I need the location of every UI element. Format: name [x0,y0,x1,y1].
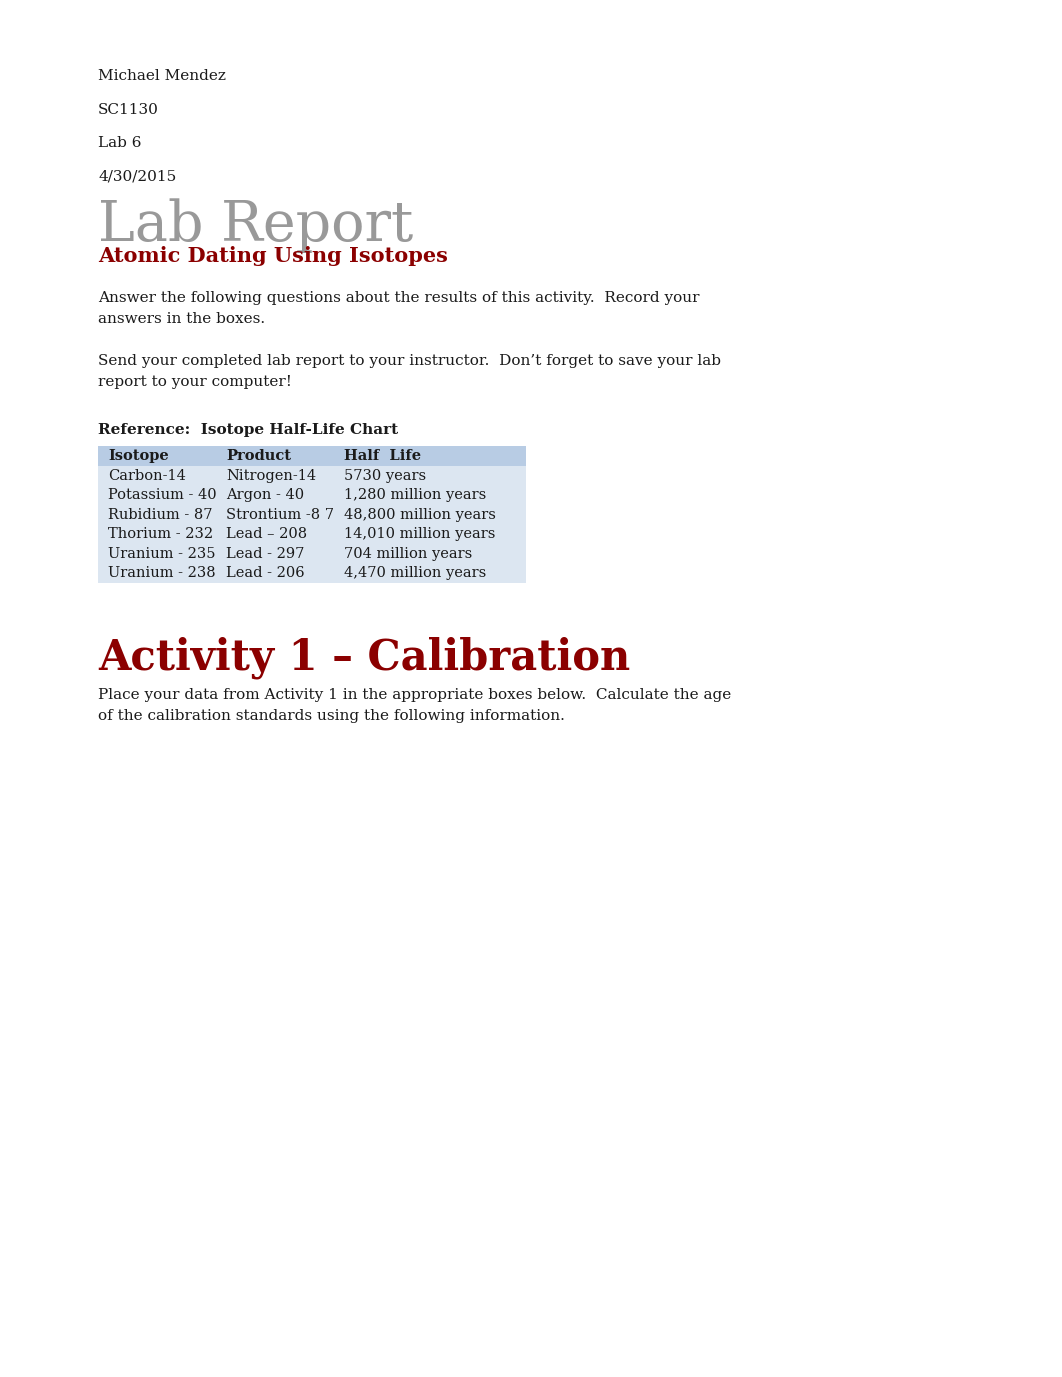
Text: 48,800 million years: 48,800 million years [344,508,496,522]
Text: 4/30/2015: 4/30/2015 [98,169,176,183]
Text: answers in the boxes.: answers in the boxes. [98,311,266,325]
Text: of the calibration standards using the following information.: of the calibration standards using the f… [98,709,565,723]
Text: Isotope: Isotope [108,449,169,463]
Text: Carbon-14: Carbon-14 [108,468,186,482]
Text: Reference:  Isotope Half-Life Chart: Reference: Isotope Half-Life Chart [98,423,398,438]
Text: Lead - 297: Lead - 297 [226,547,305,560]
Text: Lead – 208: Lead – 208 [226,527,307,541]
Text: Atomic Dating Using Isotopes: Atomic Dating Using Isotopes [98,246,448,267]
Text: Thorium - 232: Thorium - 232 [108,527,213,541]
Text: 5730 years: 5730 years [344,468,426,482]
FancyBboxPatch shape [98,465,526,582]
Text: Lab 6: Lab 6 [98,136,141,150]
Text: 4,470 million years: 4,470 million years [344,566,486,580]
Text: report to your computer!: report to your computer! [98,375,292,388]
Text: 1,280 million years: 1,280 million years [344,487,486,503]
Text: Place your data from Activity 1 in the appropriate boxes below.  Calculate the a: Place your data from Activity 1 in the a… [98,688,732,702]
Text: Lab Report: Lab Report [98,198,413,252]
Text: Lead - 206: Lead - 206 [226,566,305,580]
Text: Send your completed lab report to your instructor.  Don’t forget to save your la: Send your completed lab report to your i… [98,354,721,368]
Text: Uranium - 235: Uranium - 235 [108,547,216,560]
Text: Half  Life: Half Life [344,449,422,463]
Text: SC1130: SC1130 [98,102,159,117]
FancyBboxPatch shape [98,446,526,465]
Text: Uranium - 238: Uranium - 238 [108,566,216,580]
Text: Nitrogen-14: Nitrogen-14 [226,468,316,482]
Text: 704 million years: 704 million years [344,547,473,560]
Text: Answer the following questions about the results of this activity.  Record your: Answer the following questions about the… [98,291,700,306]
Text: Strontium -8 7: Strontium -8 7 [226,508,335,522]
Text: Product: Product [226,449,291,463]
Text: Michael Mendez: Michael Mendez [98,69,226,83]
Text: Argon - 40: Argon - 40 [226,487,304,503]
Text: 14,010 million years: 14,010 million years [344,527,495,541]
Text: Activity 1 – Calibration: Activity 1 – Calibration [98,636,630,679]
Text: Potassium - 40: Potassium - 40 [108,487,217,503]
Text: Rubidium - 87: Rubidium - 87 [108,508,212,522]
